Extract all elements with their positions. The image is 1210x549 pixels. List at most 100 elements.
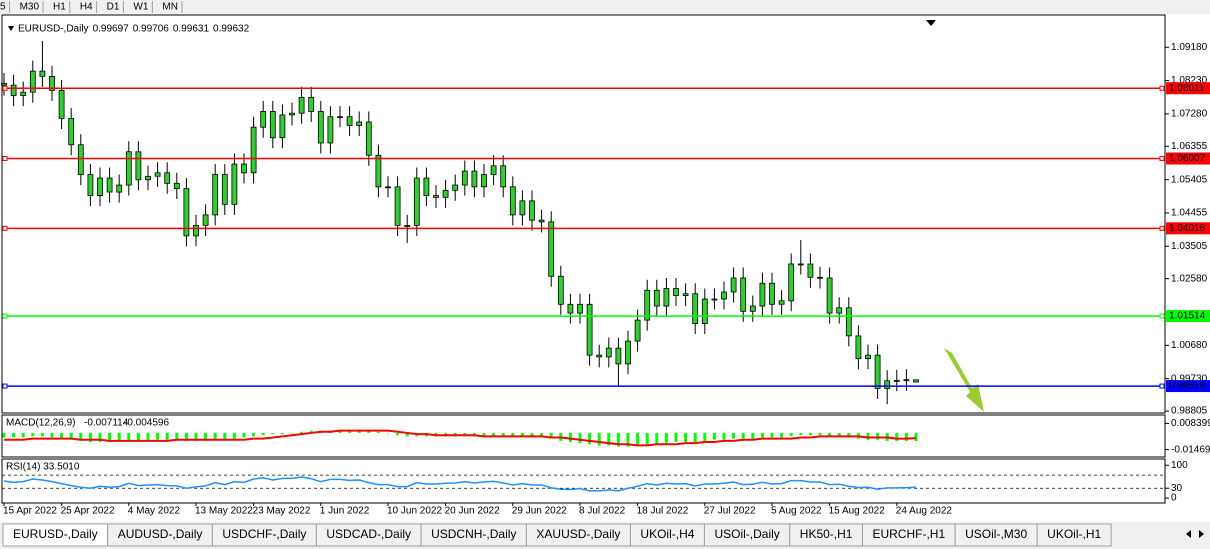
header-open: 0.99697: [93, 24, 130, 35]
macd-bar: [175, 432, 179, 440]
candle-body: [836, 307, 843, 314]
timeframe-button[interactable]: W1: [133, 2, 148, 13]
macd-bar: [597, 432, 601, 446]
candle-body: [68, 118, 75, 146]
x-tick-label: 15 Apr 2022: [3, 506, 57, 517]
candle-body: [20, 91, 27, 97]
tab-label[interactable]: XAUUSD-,Daily: [536, 527, 620, 541]
tabs-scroll-left[interactable]: [1186, 530, 1191, 538]
candle-body: [1, 82, 7, 86]
x-tick-label: 25 Apr 2022: [61, 506, 115, 517]
macd-bar: [818, 432, 822, 436]
candle-body: [164, 172, 171, 184]
timeframe-button[interactable]: H4: [80, 2, 93, 13]
candle-body: [202, 214, 209, 226]
candle-body: [893, 379, 900, 382]
macd-bar: [40, 432, 44, 437]
candle-body: [625, 340, 631, 365]
tabs-scroll-right[interactable]: [1199, 530, 1204, 538]
candle-body: [759, 282, 766, 307]
macd-bar: [732, 432, 736, 439]
macd-bar: [280, 432, 284, 435]
y-tick-label: 100: [1171, 460, 1188, 471]
macd-bar: [2, 432, 6, 438]
header-low: 0.99631: [173, 24, 210, 35]
candle-body: [740, 277, 747, 312]
macd-bar: [722, 432, 726, 440]
level-anchor: [2, 383, 8, 389]
candle-body: [10, 84, 17, 97]
tab-label[interactable]: EURUSD-,Daily: [13, 527, 98, 541]
candle-body: [298, 97, 305, 114]
timeframe-toolbar: [0, 0, 1210, 14]
candle-body: [711, 298, 718, 301]
candle-body: [749, 305, 756, 312]
timeframe-button[interactable]: MN: [162, 2, 178, 13]
timeframe-button[interactable]: M30: [20, 2, 40, 13]
candle-body: [500, 165, 507, 188]
candle-body: [193, 224, 199, 237]
candle-body: [797, 263, 804, 266]
candle-body: [39, 70, 46, 77]
candle-body: [269, 111, 276, 139]
macd-bar: [290, 432, 294, 434]
candle-body: [605, 347, 612, 358]
x-tick-label: 29 Jun 2022: [512, 506, 567, 517]
x-tick-label: 23 May 2022: [253, 506, 311, 517]
macd-panel-frame: [1, 414, 1166, 458]
tab-label[interactable]: UKOil-,H1: [1047, 527, 1101, 541]
tab-label[interactable]: USOil-,Daily: [714, 527, 779, 541]
y-tick-label: 1.04455: [1171, 208, 1208, 219]
candle-body: [471, 170, 478, 188]
macd-bar: [568, 432, 572, 443]
candle-body: [663, 288, 670, 307]
tab-label[interactable]: HK50-,H1: [800, 527, 853, 541]
macd-signal-value: -0.004596: [124, 418, 169, 429]
macd-bar: [904, 432, 908, 441]
tab[interactable]: [1036, 523, 1112, 547]
candle-body: [557, 275, 564, 305]
x-tick-label: 18 Jul 2022: [637, 506, 689, 517]
candle-body: [404, 224, 411, 227]
level-label: 1.08011: [1169, 83, 1205, 94]
macd-bar: [98, 432, 102, 443]
tab-label[interactable]: EURCHF-,H1: [872, 527, 945, 541]
tab-label[interactable]: USDCHF-,Daily: [222, 527, 306, 541]
timeframe-button[interactable]: D1: [107, 2, 120, 13]
macd-bar: [396, 432, 400, 436]
candle-body: [817, 276, 823, 279]
candle-body: [701, 298, 708, 324]
candle-body: [682, 293, 689, 296]
macd-bar: [847, 432, 851, 438]
tab-label[interactable]: USOil-,M30: [965, 527, 1027, 541]
macd-bar: [50, 432, 54, 438]
macd-bar: [530, 432, 534, 438]
macd-bar: [501, 432, 505, 437]
level-anchor: [1159, 225, 1165, 231]
y-tick-label: 0.98805: [1171, 406, 1208, 417]
level-anchor: [2, 225, 8, 231]
tab-label[interactable]: UKOil-,H4: [640, 527, 694, 541]
timeframe-button[interactable]: H1: [53, 2, 66, 13]
candle-body: [241, 163, 247, 174]
macd-bar: [386, 432, 390, 434]
macd-bar: [780, 432, 784, 438]
level-anchor: [1159, 383, 1165, 389]
tab-label[interactable]: USDCNH-,Daily: [431, 527, 516, 541]
macd-bar: [645, 432, 649, 445]
candle-body: [807, 263, 814, 278]
x-tick-label: 24 Aug 2022: [896, 506, 953, 517]
macd-main-value: -0.007114: [84, 418, 129, 429]
symbol-tabs: EURUSD-,Daily AUDUSD-,Daily USDCHF-,Daily U…: [2, 523, 1112, 547]
macd-bar: [232, 432, 236, 439]
candle-body: [721, 291, 727, 300]
candle-body: [874, 354, 881, 389]
macd-bar: [405, 432, 409, 437]
header-close: 0.99632: [213, 24, 250, 35]
macd-bar: [866, 432, 870, 440]
tab-label[interactable]: USDCAD-,Daily: [326, 527, 411, 541]
macd-bar: [693, 432, 697, 443]
tab-label[interactable]: AUDUSD-,Daily: [118, 527, 203, 541]
timeframe-button[interactable]: 5: [0, 2, 6, 13]
